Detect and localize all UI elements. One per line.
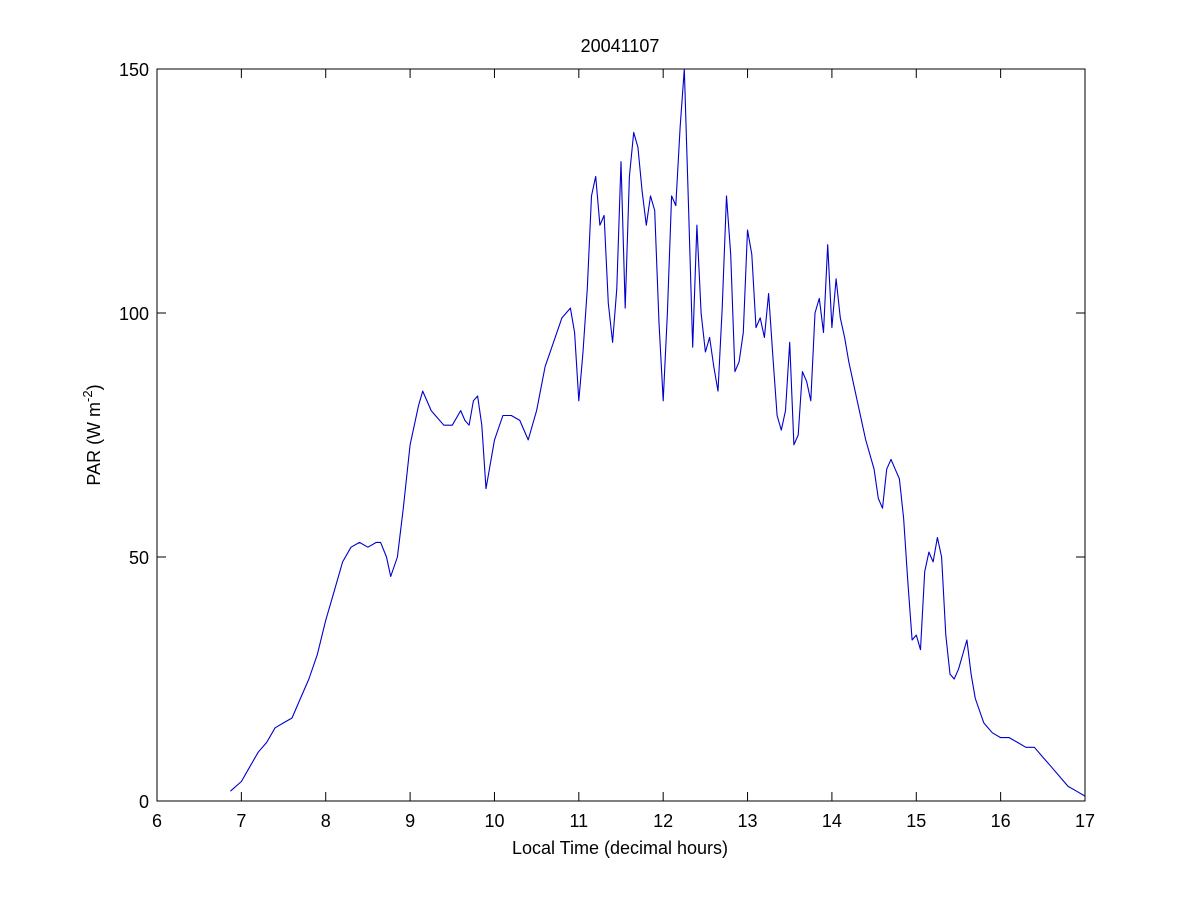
x-tick-label: 10 bbox=[484, 811, 504, 831]
y-axis-label: PAR (W m-2) bbox=[80, 384, 104, 485]
x-tick-label: 8 bbox=[321, 811, 331, 831]
x-tick-label: 14 bbox=[822, 811, 842, 831]
y-tick-label: 50 bbox=[129, 548, 149, 568]
y-tick-label: 0 bbox=[139, 792, 149, 812]
x-tick-label: 6 bbox=[152, 811, 162, 831]
x-tick-label: 7 bbox=[236, 811, 246, 831]
y-tick-label: 100 bbox=[119, 304, 149, 324]
x-tick-label: 17 bbox=[1075, 811, 1095, 831]
series-line bbox=[230, 68, 1086, 797]
plot-area-border bbox=[156, 68, 1086, 802]
x-tick-label: 16 bbox=[991, 811, 1011, 831]
y-axis-label-end: ) bbox=[84, 384, 104, 390]
x-tick-label: 13 bbox=[738, 811, 758, 831]
x-axis-label: Local Time (decimal hours) bbox=[512, 838, 728, 858]
x-tick-label: 11 bbox=[569, 811, 588, 831]
y-axis-ticks: 0 50 100 150 bbox=[119, 60, 1085, 812]
y-axis-label-superscript: -2 bbox=[80, 390, 95, 402]
x-axis-ticks: 6 7 8 9 10 11 12 13 14 15 16 17 bbox=[152, 69, 1095, 831]
x-tick-label: 9 bbox=[405, 811, 415, 831]
x-tick-label: 15 bbox=[906, 811, 926, 831]
x-tick-label: 12 bbox=[653, 811, 673, 831]
plot-frame bbox=[156, 68, 1086, 802]
series-layer bbox=[230, 68, 1086, 797]
y-axis-label-main: PAR (W m bbox=[84, 402, 104, 486]
y-tick-label: 150 bbox=[119, 60, 149, 80]
chart-title: 20041107 bbox=[581, 36, 660, 56]
